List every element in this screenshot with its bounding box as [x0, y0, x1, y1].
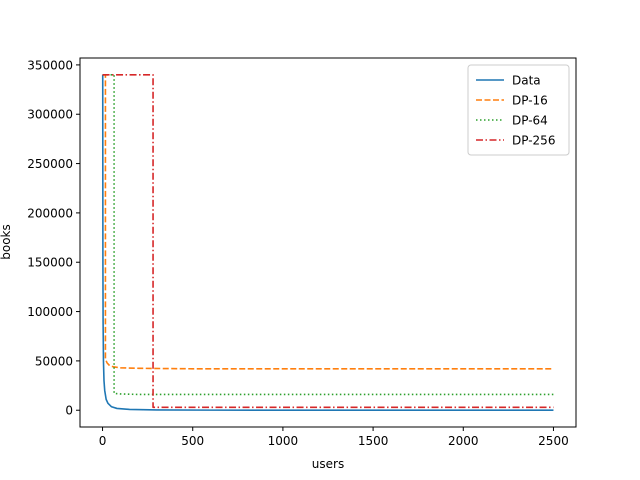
x-tick-label: 1500: [358, 434, 389, 448]
x-tick-label: 500: [181, 434, 204, 448]
x-tick-label: 2000: [448, 434, 479, 448]
series-line-0: [101, 74, 554, 412]
series-line-2: [102, 73, 554, 396]
y-tick-label: 50000: [35, 354, 73, 368]
legend: Data DP-16 DP-64 DP-256: [467, 64, 570, 156]
x-axis-label: users: [312, 457, 344, 471]
plot-lines: [101, 73, 554, 412]
legend-label: DP-16: [512, 94, 548, 108]
y-tick-label: 150000: [27, 256, 73, 270]
x-tick-label: 2500: [538, 434, 569, 448]
plot-frame: [79, 57, 577, 428]
x-axis: 0 500 1000 1500 2000 2500: [99, 427, 569, 448]
y-tick-label: 300000: [27, 108, 73, 122]
y-tick-label: 250000: [27, 157, 73, 171]
legend-label: DP-256: [512, 134, 555, 148]
legend-label: DP-64: [512, 114, 548, 128]
y-tick-label: 100000: [27, 305, 73, 319]
y-axis-label: books: [0, 224, 13, 260]
series-line-3: [102, 73, 554, 409]
x-tick-label: 0: [99, 434, 107, 448]
y-tick-label: 350000: [27, 58, 73, 72]
legend-box: [467, 64, 570, 156]
y-tick-label: 200000: [27, 206, 73, 220]
series-line-1: [102, 73, 554, 370]
legend-label: Data: [512, 74, 541, 88]
y-axis: 0 50000 100000 150000 200000 250000 300000 3500…: [27, 58, 80, 418]
y-tick-label: 0: [65, 404, 73, 418]
x-tick-label: 1000: [268, 434, 299, 448]
